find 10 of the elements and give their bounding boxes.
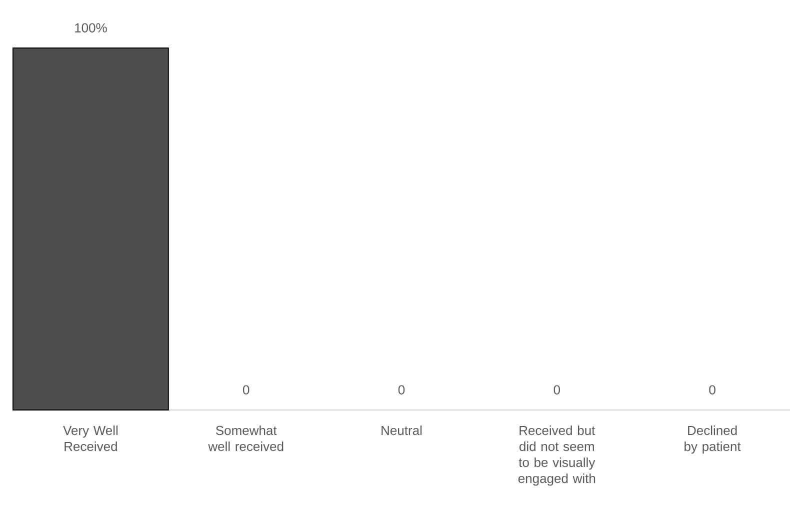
x-tick-label: Neutral bbox=[382, 426, 422, 436]
x-tick-label: Somewhat well received bbox=[208, 426, 284, 452]
x-tick-label: Declined by patient bbox=[684, 426, 741, 454]
data-label: 0 bbox=[398, 385, 405, 394]
x-tick-label: Very Well Received bbox=[63, 426, 118, 452]
data-label: 0 bbox=[242, 385, 250, 394]
data-label: 0 bbox=[554, 385, 560, 394]
x-tick-label: Received but did not seem to be visually engaged with bbox=[518, 426, 596, 486]
data-label: 100% bbox=[75, 23, 107, 32]
data-label: 0 bbox=[709, 385, 716, 394]
